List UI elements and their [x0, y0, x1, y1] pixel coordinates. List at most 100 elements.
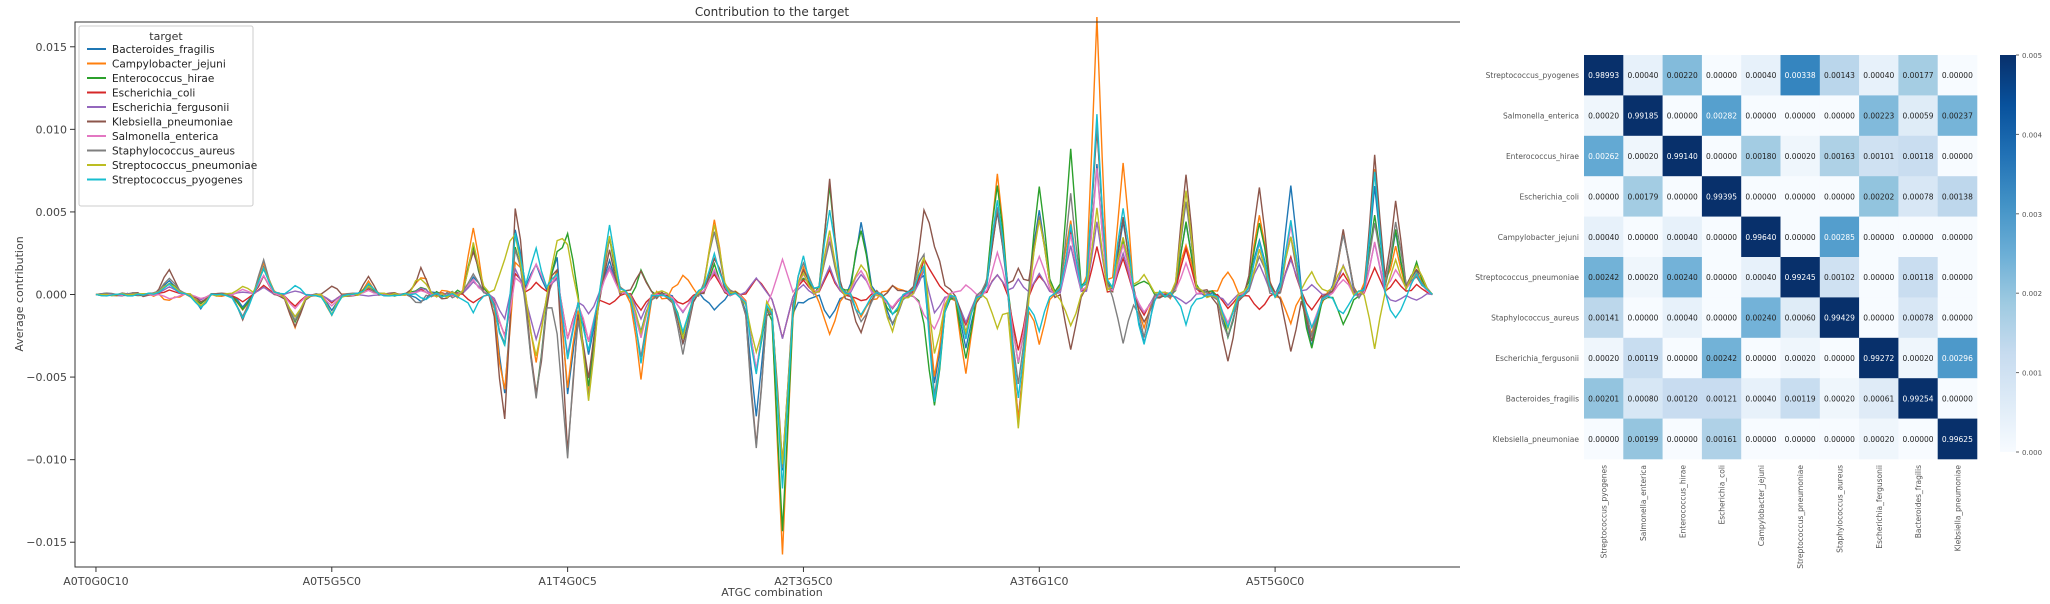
heatmap-cell — [1623, 418, 1663, 460]
heatmap-cell-label: 0.00000 — [1706, 152, 1737, 161]
heatmap-cell — [1741, 135, 1781, 177]
legend-items: Bacteroides_fragilis Campylobacter_jejuni… — [87, 44, 257, 187]
heatmap-cell — [1662, 297, 1703, 339]
heatmap-cell — [1780, 378, 1821, 419]
heatmap-cell — [1623, 176, 1663, 217]
heatmap-cell — [1819, 95, 1860, 137]
heatmap-cell-label: 0.00000 — [1785, 192, 1816, 201]
heatmap-cell-label: 0.00000 — [1903, 435, 1934, 444]
heatmap-cell — [1623, 135, 1663, 177]
heatmap-cell-label: 0.00102 — [1824, 273, 1855, 282]
heatmap-cell — [1859, 337, 1899, 379]
heatmap-cell-label: 0.00201 — [1588, 394, 1619, 403]
heatmap-cell — [1819, 297, 1860, 339]
series-line — [95, 129, 1433, 465]
heatmap-cell — [1662, 135, 1703, 177]
legend-box — [78, 25, 254, 207]
heatmap-cell-label: 0.00000 — [1824, 354, 1855, 363]
heatmap-row-label: Salmonella_enterica — [1503, 112, 1579, 121]
heatmap-cell — [1741, 257, 1781, 298]
heatmap-cell-label: 0.00000 — [1745, 435, 1776, 444]
x-tick-label: A0T5G5C0 — [303, 575, 361, 588]
heatmap-cell — [1623, 297, 1663, 339]
heatmap-column-label: Escherichia_fergusonii — [1875, 465, 1884, 549]
heatmap-cell-label: 0.00000 — [1903, 233, 1934, 242]
heatmap-cell — [1662, 418, 1703, 460]
heatmap-cell — [1701, 418, 1742, 460]
heatmap-cell-label: 0.00101 — [1863, 152, 1894, 161]
heatmap-cell — [1780, 135, 1821, 177]
heatmap-cell — [1780, 337, 1821, 379]
colorbar-tick-label: 0.000 — [2022, 449, 2042, 457]
heatmap-cell — [1780, 418, 1821, 460]
heatmap-cell-label: 0.00000 — [1942, 273, 1973, 282]
heatmap-cell-label: 0.00000 — [1824, 435, 1855, 444]
heatmap-cell — [1780, 95, 1821, 137]
heatmap-cell-label: 0.99429 — [1824, 314, 1855, 323]
heatmap-cell-label: 0.00000 — [1627, 233, 1658, 242]
heatmap-cell — [1584, 216, 1624, 258]
heatmap-cell — [1859, 297, 1899, 339]
heatmap-cell-label: 0.00059 — [1903, 112, 1934, 121]
y-tick-label: 0.015 — [36, 41, 68, 54]
heatmap-cell — [1741, 95, 1781, 137]
heatmap-cell-label: 0.00000 — [1942, 394, 1973, 403]
heatmap-cell — [1741, 216, 1781, 258]
heatmap-cell — [1623, 337, 1663, 379]
heatmap-cell-label: 0.00078 — [1903, 314, 1934, 323]
series-line — [95, 114, 1433, 489]
heatmap-cell — [1662, 95, 1703, 137]
heatmap-chart: 0.98993 0.00040 0.00220 0.00000 0.00040 0.003… — [1475, 52, 2042, 569]
legend-label: Klebsiella_pneumoniae — [112, 117, 233, 129]
heatmap-cell — [1662, 257, 1703, 298]
heatmap-cell — [1937, 337, 1978, 379]
heatmap-cell — [1859, 216, 1899, 258]
heatmap-column-label: Klebsiella_pneumoniae — [1953, 465, 1962, 552]
heatmap-cell-label: 0.00202 — [1863, 192, 1894, 201]
colorbar-tick-label: 0.002 — [2022, 290, 2042, 298]
legend-title: target — [149, 30, 183, 43]
heatmap-cell — [1898, 337, 1938, 379]
heatmap-cell-label: 0.00223 — [1863, 112, 1894, 121]
heatmap-cell — [1584, 337, 1624, 379]
heatmap-cell — [1819, 55, 1860, 96]
heatmap-cell-label: 0.00000 — [1745, 192, 1776, 201]
heatmap-row-label: Enterococcus_hirae — [1506, 152, 1579, 161]
heatmap-row-label: Streptococcus_pyogenes — [1486, 71, 1579, 80]
heatmap-cell-label: 0.99254 — [1903, 394, 1934, 403]
heatmap-column-label: Campylobacter_jejuni — [1757, 465, 1766, 546]
heatmap-cell — [1819, 176, 1860, 217]
series-group — [95, 16, 1433, 555]
heatmap-cell-label: 0.99640 — [1745, 233, 1776, 242]
heatmap-cell — [1780, 55, 1821, 96]
heatmap-cell-label: 0.00000 — [1627, 314, 1658, 323]
heatmap-cell — [1741, 418, 1781, 460]
heatmap-cell — [1819, 418, 1860, 460]
heatmap-cell — [1819, 257, 1860, 298]
x-tick-label: A1T4G0C5 — [538, 575, 596, 588]
heatmap-cell-label: 0.00020 — [1627, 152, 1658, 161]
heatmap-cell — [1859, 257, 1899, 298]
heatmap-cell-label: 0.00020 — [1785, 354, 1816, 363]
heatmap-cell-label: 0.00000 — [1667, 112, 1698, 121]
heatmap-cell-label: 0.00000 — [1706, 71, 1737, 80]
heatmap-cell-label: 0.00020 — [1863, 435, 1894, 444]
heatmap-cell-label: 0.00141 — [1588, 314, 1619, 323]
heatmap-cell — [1623, 216, 1663, 258]
heatmap-cell — [1937, 95, 1978, 137]
heatmap-cell — [1584, 176, 1624, 217]
heatmap-cell — [1898, 297, 1938, 339]
heatmap-cell — [1937, 418, 1978, 460]
legend-label: Escherichia_fergusonii — [112, 102, 229, 114]
line-chart: 0.015 0.010 0.005 0.000 −0.005 −0.010 −0.015 A… — [13, 5, 1460, 599]
heatmap-cell-label: 0.00282 — [1706, 112, 1737, 121]
heatmap-cell — [1584, 55, 1624, 96]
heatmap-cell-label: 0.00000 — [1667, 192, 1698, 201]
heatmap-cell — [1780, 176, 1821, 217]
y-tick-label: −0.005 — [26, 371, 67, 384]
legend: target Bacteroides_fragilis Campylobacter… — [78, 25, 257, 207]
heatmap-cell — [1937, 135, 1978, 177]
heatmap-cell-label: 0.99140 — [1667, 152, 1698, 161]
heatmap-cell-label: 0.00242 — [1706, 354, 1737, 363]
heatmap-cell — [1898, 55, 1938, 96]
